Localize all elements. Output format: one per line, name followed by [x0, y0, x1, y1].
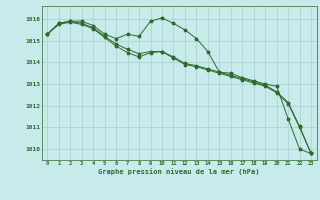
X-axis label: Graphe pression niveau de la mer (hPa): Graphe pression niveau de la mer (hPa) [99, 168, 260, 175]
